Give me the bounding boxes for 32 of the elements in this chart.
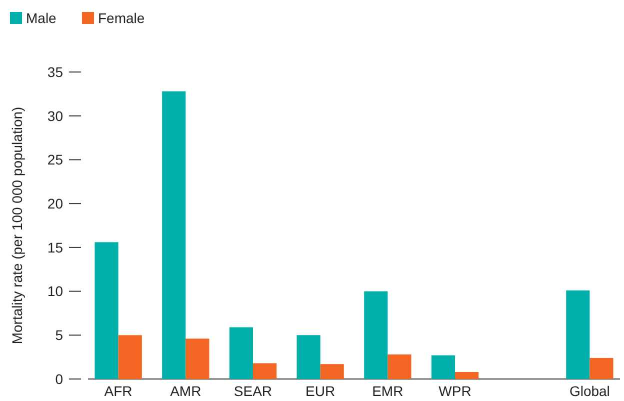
y-tick-label: 30 — [47, 108, 64, 124]
y-tick-label: 35 — [47, 64, 64, 80]
y-tick-label: 25 — [47, 152, 64, 168]
bar — [118, 335, 142, 379]
x-tick-label: AMR — [170, 383, 202, 399]
y-tick-label: 0 — [55, 370, 64, 387]
bar — [388, 354, 412, 379]
x-tick-label: WPR — [438, 383, 472, 399]
x-tick-label: EMR — [372, 383, 404, 399]
x-tick-label: AFR — [104, 383, 132, 399]
y-tick-label: 20 — [47, 195, 64, 212]
y-tick-label: 5 — [55, 327, 64, 344]
bar — [229, 327, 253, 379]
bar — [186, 338, 210, 379]
y-axis-title: Mortality rate (per 100 000 population) — [9, 106, 25, 344]
x-tick-label: SEAR — [234, 383, 272, 399]
bar — [590, 358, 614, 379]
x-tick-label: Global — [569, 383, 610, 399]
bar — [252, 363, 277, 379]
x-tick-label: EUR — [306, 383, 336, 399]
y-tick-label: 15 — [47, 239, 64, 256]
bar — [296, 335, 320, 379]
bar — [364, 291, 388, 379]
bar — [162, 91, 186, 379]
bar — [455, 372, 479, 379]
legend-label: Female — [98, 10, 145, 26]
bar — [566, 290, 590, 379]
bar — [94, 242, 118, 379]
bar — [320, 364, 344, 379]
y-tick-label: 10 — [47, 283, 64, 300]
legend-label: Male — [26, 10, 57, 26]
bar — [431, 355, 456, 379]
